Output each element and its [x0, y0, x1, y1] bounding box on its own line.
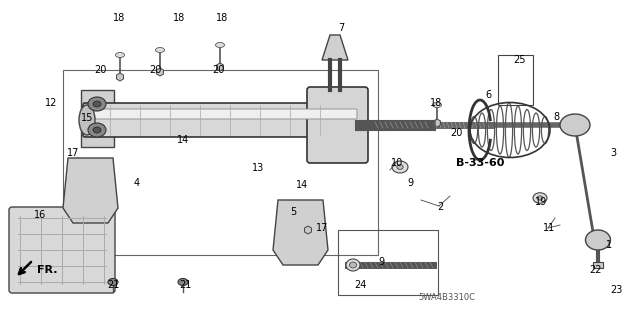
Text: 12: 12: [45, 98, 57, 108]
Polygon shape: [433, 119, 440, 127]
Text: 13: 13: [252, 163, 264, 173]
Polygon shape: [322, 35, 348, 60]
Polygon shape: [273, 200, 328, 265]
Ellipse shape: [88, 97, 106, 111]
Text: FR.: FR.: [37, 265, 58, 275]
Text: 24: 24: [354, 280, 366, 290]
Text: 5: 5: [290, 207, 296, 217]
Text: 7: 7: [338, 23, 344, 33]
Text: 18: 18: [173, 13, 185, 23]
Text: 14: 14: [177, 135, 189, 145]
Bar: [338, 230, 438, 295]
FancyBboxPatch shape: [9, 207, 115, 293]
Ellipse shape: [88, 123, 106, 137]
Bar: [593, 262, 603, 268]
Ellipse shape: [93, 127, 101, 133]
Text: 22: 22: [589, 265, 602, 275]
Ellipse shape: [349, 262, 356, 268]
Text: 9: 9: [378, 257, 384, 267]
Polygon shape: [81, 90, 114, 147]
Text: 15: 15: [81, 113, 93, 123]
Text: 6: 6: [485, 90, 491, 100]
Ellipse shape: [397, 165, 403, 169]
Text: 16: 16: [34, 210, 46, 220]
Text: 11: 11: [543, 223, 555, 233]
Polygon shape: [116, 73, 124, 81]
Text: 18: 18: [216, 13, 228, 23]
Polygon shape: [157, 68, 163, 76]
FancyBboxPatch shape: [88, 109, 357, 119]
Text: 25: 25: [513, 55, 525, 65]
Bar: [63, 70, 378, 255]
Ellipse shape: [433, 102, 442, 108]
Text: 17: 17: [316, 223, 328, 233]
Text: 1: 1: [606, 240, 612, 250]
FancyBboxPatch shape: [83, 103, 362, 137]
Text: 10: 10: [391, 158, 403, 168]
Ellipse shape: [108, 278, 118, 286]
Text: 19: 19: [535, 197, 547, 207]
Text: B-33-60: B-33-60: [456, 158, 504, 168]
Text: 8: 8: [553, 112, 559, 122]
Text: 5WA4B3310C: 5WA4B3310C: [419, 293, 476, 302]
Ellipse shape: [156, 48, 164, 53]
Text: 2: 2: [437, 202, 443, 212]
Ellipse shape: [560, 114, 590, 136]
Text: 14: 14: [296, 180, 308, 190]
Text: 21: 21: [179, 280, 191, 290]
Text: 17: 17: [67, 148, 79, 158]
Ellipse shape: [93, 101, 101, 107]
Ellipse shape: [346, 259, 360, 271]
Polygon shape: [63, 158, 118, 223]
Ellipse shape: [537, 196, 543, 200]
Text: 21: 21: [107, 280, 119, 290]
Bar: [498, 55, 533, 105]
FancyBboxPatch shape: [307, 87, 368, 163]
Ellipse shape: [586, 230, 611, 250]
Text: 20: 20: [94, 65, 106, 75]
Text: 20: 20: [450, 128, 462, 138]
Text: 23: 23: [610, 285, 622, 295]
Text: 9: 9: [407, 178, 413, 188]
Ellipse shape: [216, 42, 225, 48]
Ellipse shape: [392, 161, 408, 173]
Ellipse shape: [303, 207, 312, 212]
Text: 4: 4: [134, 178, 140, 188]
Text: 20: 20: [149, 65, 161, 75]
Ellipse shape: [178, 278, 188, 286]
Ellipse shape: [79, 105, 95, 135]
Text: 20: 20: [212, 65, 224, 75]
Polygon shape: [216, 63, 223, 71]
Ellipse shape: [115, 53, 125, 57]
Text: 3: 3: [610, 148, 616, 158]
Text: 18: 18: [113, 13, 125, 23]
Polygon shape: [305, 226, 312, 234]
Text: 18: 18: [430, 98, 442, 108]
Ellipse shape: [533, 193, 547, 203]
